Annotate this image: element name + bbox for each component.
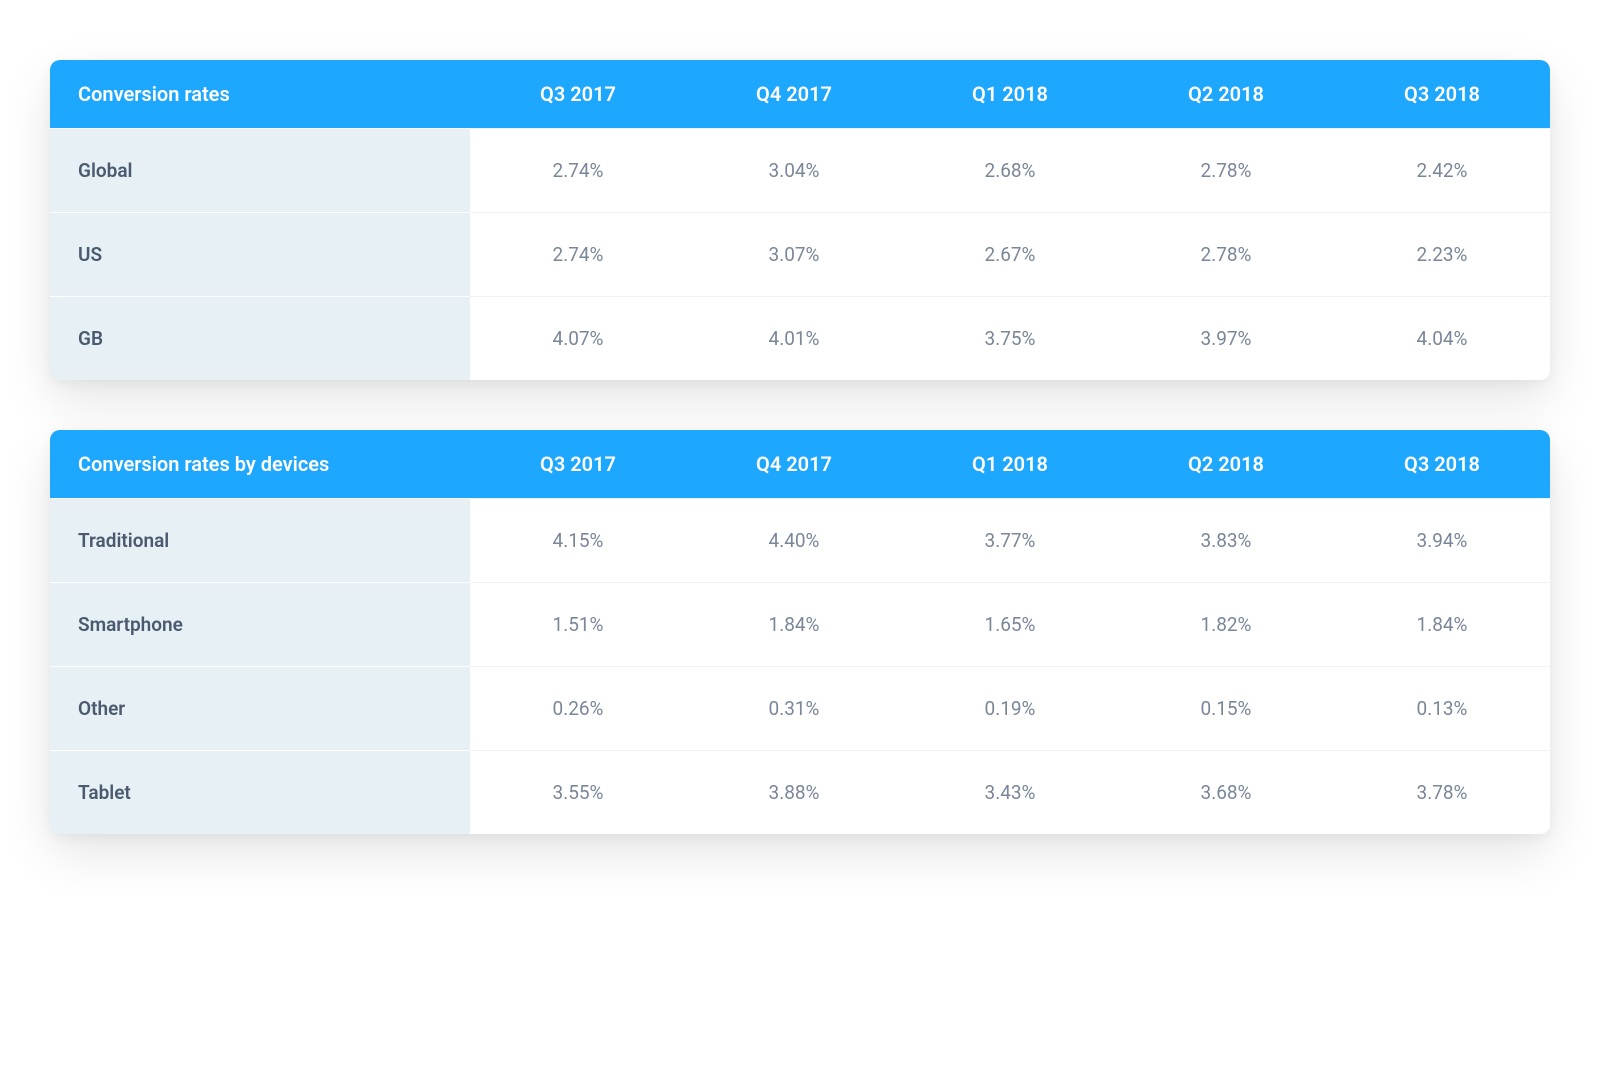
cell: 2.68% xyxy=(902,129,1118,213)
cell: 4.07% xyxy=(470,297,686,381)
cell: 2.78% xyxy=(1118,129,1334,213)
cell: 3.78% xyxy=(1334,751,1550,835)
cell: 2.74% xyxy=(470,213,686,297)
row-label: Traditional xyxy=(50,499,470,583)
cell: 2.42% xyxy=(1334,129,1550,213)
col-header: Q3 2017 xyxy=(470,60,686,129)
col-header: Q4 2017 xyxy=(686,60,902,129)
cell: 1.65% xyxy=(902,583,1118,667)
cell: 3.94% xyxy=(1334,499,1550,583)
cell: 4.01% xyxy=(686,297,902,381)
table-row: Smartphone 1.51% 1.84% 1.65% 1.82% 1.84% xyxy=(50,583,1550,667)
col-header: Q3 2018 xyxy=(1334,430,1550,499)
cell: 1.84% xyxy=(686,583,902,667)
table-header-row: Conversion rates Q3 2017 Q4 2017 Q1 2018… xyxy=(50,60,1550,129)
row-label: Other xyxy=(50,667,470,751)
cell: 1.84% xyxy=(1334,583,1550,667)
cell: 0.26% xyxy=(470,667,686,751)
table-row: US 2.74% 3.07% 2.67% 2.78% 2.23% xyxy=(50,213,1550,297)
cell: 0.13% xyxy=(1334,667,1550,751)
cell: 0.31% xyxy=(686,667,902,751)
table-title: Conversion rates by devices xyxy=(50,430,470,499)
row-label: US xyxy=(50,213,470,297)
cell: 3.88% xyxy=(686,751,902,835)
col-header: Q1 2018 xyxy=(902,430,1118,499)
cell: 2.74% xyxy=(470,129,686,213)
cell: 3.68% xyxy=(1118,751,1334,835)
cell: 3.55% xyxy=(470,751,686,835)
table-row: Other 0.26% 0.31% 0.19% 0.15% 0.13% xyxy=(50,667,1550,751)
row-label: Global xyxy=(50,129,470,213)
col-header: Q3 2017 xyxy=(470,430,686,499)
table-title: Conversion rates xyxy=(50,60,470,129)
table-row: Tablet 3.55% 3.88% 3.43% 3.68% 3.78% xyxy=(50,751,1550,835)
cell: 3.75% xyxy=(902,297,1118,381)
col-header: Q1 2018 xyxy=(902,60,1118,129)
table-header-row: Conversion rates by devices Q3 2017 Q4 2… xyxy=(50,430,1550,499)
table-row: Traditional 4.15% 4.40% 3.77% 3.83% 3.94… xyxy=(50,499,1550,583)
cell: 3.97% xyxy=(1118,297,1334,381)
cell: 1.51% xyxy=(470,583,686,667)
conversion-rates-table-card: Conversion rates Q3 2017 Q4 2017 Q1 2018… xyxy=(50,60,1550,380)
conversion-rates-devices-table: Conversion rates by devices Q3 2017 Q4 2… xyxy=(50,430,1550,834)
conversion-rates-table: Conversion rates Q3 2017 Q4 2017 Q1 2018… xyxy=(50,60,1550,380)
cell: 1.82% xyxy=(1118,583,1334,667)
cell: 4.15% xyxy=(470,499,686,583)
table-row: GB 4.07% 4.01% 3.75% 3.97% 4.04% xyxy=(50,297,1550,381)
cell: 3.83% xyxy=(1118,499,1334,583)
cell: 3.43% xyxy=(902,751,1118,835)
col-header: Q4 2017 xyxy=(686,430,902,499)
cell: 4.04% xyxy=(1334,297,1550,381)
row-label: Tablet xyxy=(50,751,470,835)
col-header: Q2 2018 xyxy=(1118,60,1334,129)
cell: 0.15% xyxy=(1118,667,1334,751)
cell: 3.04% xyxy=(686,129,902,213)
cell: 2.78% xyxy=(1118,213,1334,297)
cell: 0.19% xyxy=(902,667,1118,751)
col-header: Q3 2018 xyxy=(1334,60,1550,129)
cell: 3.77% xyxy=(902,499,1118,583)
col-header: Q2 2018 xyxy=(1118,430,1334,499)
cell: 2.67% xyxy=(902,213,1118,297)
table-row: Global 2.74% 3.04% 2.68% 2.78% 2.42% xyxy=(50,129,1550,213)
cell: 3.07% xyxy=(686,213,902,297)
row-label: GB xyxy=(50,297,470,381)
row-label: Smartphone xyxy=(50,583,470,667)
cell: 4.40% xyxy=(686,499,902,583)
cell: 2.23% xyxy=(1334,213,1550,297)
conversion-rates-devices-table-card: Conversion rates by devices Q3 2017 Q4 2… xyxy=(50,430,1550,834)
